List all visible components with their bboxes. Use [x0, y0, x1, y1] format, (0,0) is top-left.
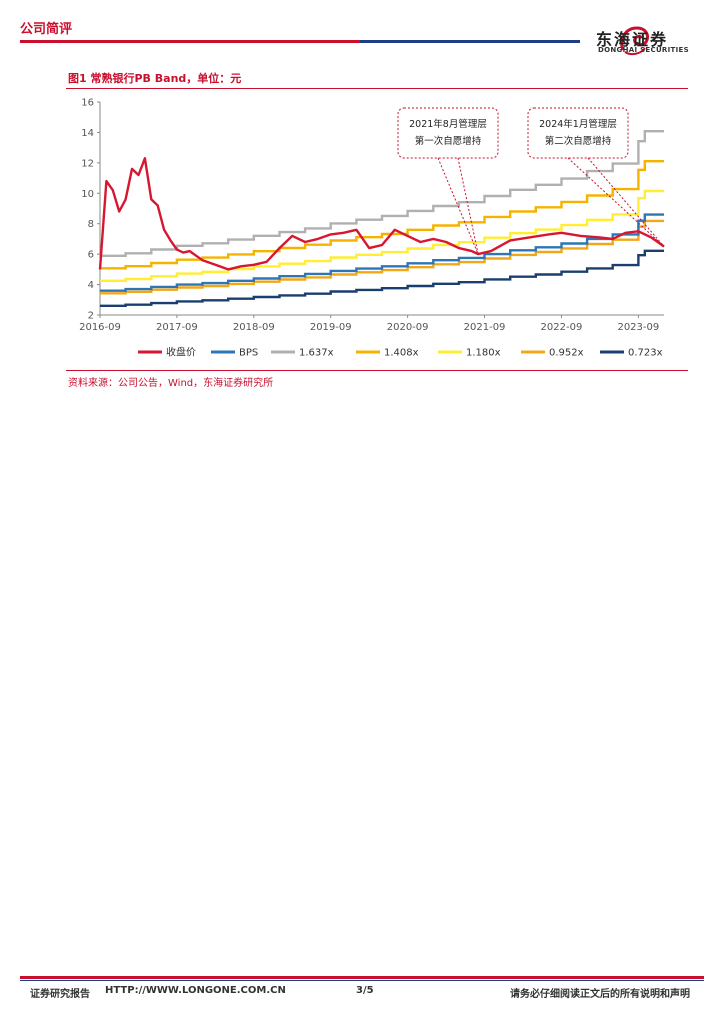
- annotation-pointer: [437, 157, 479, 255]
- footer-rule-blue: [20, 980, 704, 981]
- footer-url[interactable]: HTTP://WWW.LONGONE.COM.CN: [105, 985, 286, 996]
- pb-band-chart: 2 4 6 8 10 12 14 16 2016-09 2017-09 2018-09 2019-09…: [79, 98, 665, 359]
- figure-top-rule: [66, 88, 688, 89]
- x-tick-label: 2016-09: [79, 322, 121, 333]
- logo-text-en: DONGHAI SECURITIES: [598, 46, 689, 54]
- footer-page-number: 3/5: [356, 985, 374, 996]
- x-tick-label: 2022-09: [541, 322, 583, 333]
- annotation-pointer: [457, 157, 479, 255]
- annotation-box: [397, 107, 499, 159]
- band-line-1.408x: [100, 160, 664, 270]
- footer-rule-red: [20, 976, 704, 979]
- y-tick-label: 2: [88, 311, 94, 322]
- annotation-text-line2: 第二次自愿增持: [545, 135, 612, 147]
- y-tick-label: 10: [81, 189, 94, 200]
- x-tick-label: 2020-09: [387, 322, 429, 333]
- legend-label: BPS: [239, 348, 258, 359]
- y-tick-label: 8: [88, 219, 94, 230]
- x-tick-label: 2018-09: [233, 322, 275, 333]
- figure-bottom-rule: [66, 370, 688, 371]
- band-line-1.637x: [100, 130, 664, 257]
- y-tick-label: 14: [81, 128, 94, 139]
- logo-text-cn: 东海证券: [596, 30, 669, 49]
- y-tick-label: 12: [81, 158, 94, 169]
- legend-label: 0.952x: [549, 348, 584, 359]
- section-tag: 公司简评: [20, 22, 73, 37]
- annotation-pointer: [567, 157, 665, 247]
- annotation-text-line1: 2024年1月管理层: [539, 118, 617, 130]
- price-line: [98, 157, 665, 271]
- x-tick-label: 2017-09: [156, 322, 198, 333]
- x-tick-label: 2021-09: [464, 322, 506, 333]
- x-tick-label: 2019-09: [310, 322, 352, 333]
- chart-legend: 收盘价 BPS 1.637x 1.408x 1.180x 0.952x 0.723x: [138, 346, 663, 359]
- band-line-BPS: [100, 213, 664, 292]
- header-rule-red: [20, 40, 580, 43]
- x-tick-label: 2023-09: [617, 322, 659, 333]
- chart-axes: 2 4 6 8 10 12 14 16 2016-09 2017-09 2018-09 2019-09…: [79, 98, 664, 333]
- annotation-text-line2: 第一次自愿增持: [415, 135, 482, 147]
- footer-report-type: 证券研究报告: [30, 989, 90, 1000]
- annotation-text-line1: 2021年8月管理层: [409, 118, 487, 130]
- band-lines: [100, 130, 664, 307]
- figure-title: 图1 常熟银行PB Band，单位：元: [68, 72, 242, 85]
- legend-label: 收盘价: [166, 346, 196, 359]
- close-price-line: [98, 157, 665, 271]
- band-line-0.723x: [100, 249, 664, 307]
- legend-label: 0.723x: [628, 348, 663, 359]
- y-tick-label: 16: [81, 98, 94, 109]
- header-rule-blue: [360, 40, 580, 43]
- annotation-pointer: [587, 157, 665, 247]
- legend-label: 1.180x: [466, 348, 501, 359]
- annotation-box: [527, 107, 629, 159]
- dragon-logo-icon: [620, 26, 649, 56]
- legend-label: 1.637x: [299, 348, 334, 359]
- y-tick-label: 6: [88, 250, 94, 261]
- band-line-1.180x: [100, 189, 664, 282]
- footer-disclaimer: 请务必仔细阅读正文后的所有说明和声明: [510, 989, 690, 1000]
- band-line-0.952x: [100, 219, 664, 295]
- legend-label: 1.408x: [384, 348, 419, 359]
- figure-source: 资料来源：公司公告，Wind，东海证券研究所: [68, 378, 274, 389]
- y-tick-label: 4: [88, 280, 94, 291]
